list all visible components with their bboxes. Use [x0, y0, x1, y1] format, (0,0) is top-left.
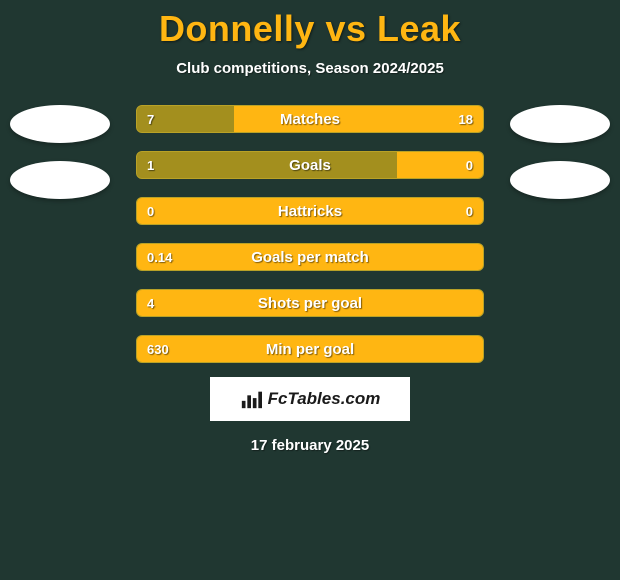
stat-bar: 10Goals: [136, 151, 484, 179]
bar-label: Hattricks: [137, 198, 483, 224]
bar-chart-icon: [240, 388, 262, 410]
logo-text: FcTables.com: [268, 389, 381, 409]
date-label: 17 february 2025: [0, 437, 620, 454]
page-title: Donnelly vs Leak: [0, 0, 620, 50]
stat-bar: 718Matches: [136, 105, 484, 133]
player-avatar-right: [510, 105, 610, 143]
bar-label: Goals: [137, 152, 483, 178]
bar-label: Shots per goal: [137, 290, 483, 316]
right-avatars-column: [500, 105, 620, 199]
comparison-content: 718Matches 10Goals 00Hattricks 0.14Goals pe…: [0, 105, 620, 363]
stat-bar: 4Shots per goal: [136, 289, 484, 317]
player-avatar-left: [10, 105, 110, 143]
fctables-logo: FcTables.com: [210, 377, 410, 421]
stat-bar: 00Hattricks: [136, 197, 484, 225]
stat-bars: 718Matches 10Goals 00Hattricks 0.14Goals pe…: [136, 105, 484, 363]
bar-label: Goals per match: [137, 244, 483, 270]
bar-label: Min per goal: [137, 336, 483, 362]
stat-bar: 0.14Goals per match: [136, 243, 484, 271]
player-avatar-right: [510, 161, 610, 199]
player-avatar-left: [10, 161, 110, 199]
subtitle: Club competitions, Season 2024/2025: [0, 60, 620, 77]
bar-label: Matches: [137, 106, 483, 132]
stat-bar: 630Min per goal: [136, 335, 484, 363]
left-avatars-column: [0, 105, 120, 199]
